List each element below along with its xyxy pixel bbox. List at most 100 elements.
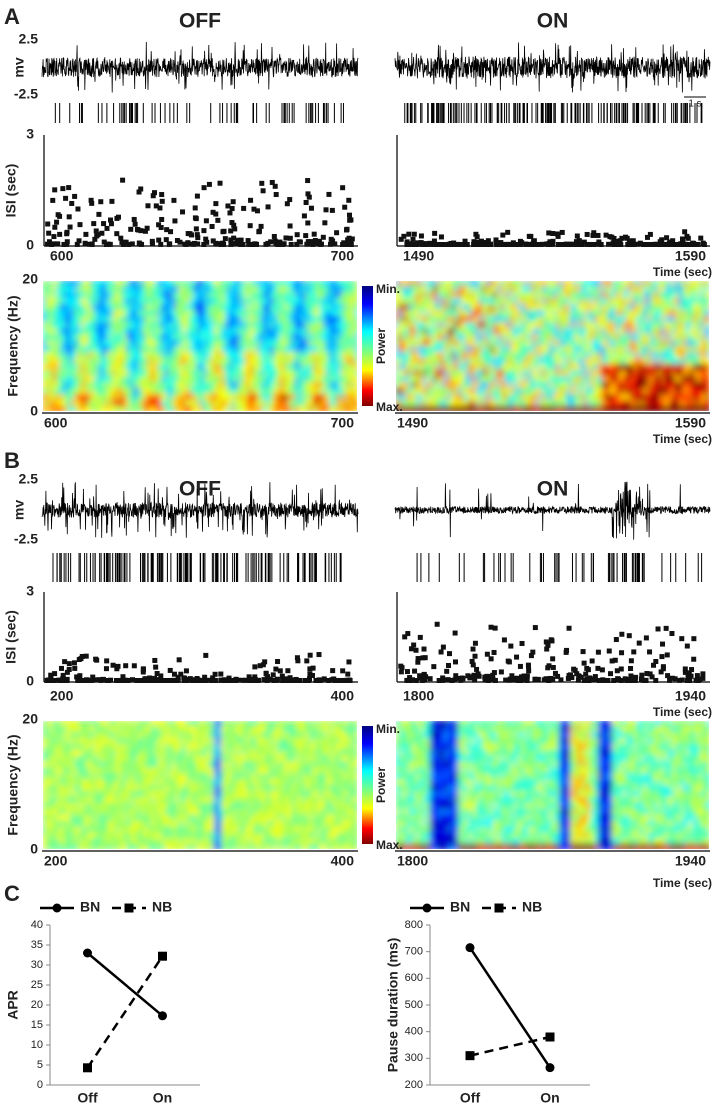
spectrogram-cell xyxy=(196,292,201,299)
spectrogram-cell xyxy=(333,352,338,359)
spectrogram-cell xyxy=(168,382,173,389)
spectrogram-cell xyxy=(563,382,568,389)
spectrogram-cell xyxy=(608,394,613,401)
spectrogram-cell xyxy=(108,286,113,293)
spectrogram-cell xyxy=(182,310,187,317)
spectrogram-cell xyxy=(580,406,585,413)
spectrogram-cell xyxy=(619,394,624,401)
spectrogram-cell xyxy=(598,370,603,377)
spectrogram-cell xyxy=(423,352,428,359)
spectrogram-cell xyxy=(524,370,529,377)
spectrogram-cell xyxy=(178,364,184,371)
spectrogram-cell xyxy=(405,400,410,407)
spectrogram-cell xyxy=(224,286,229,293)
spectrogram-cell xyxy=(556,292,561,299)
spectrogram-cell xyxy=(647,346,652,353)
spectrogram-cell xyxy=(486,352,491,359)
spectrogram-cell xyxy=(559,394,564,401)
spectrogram-cell xyxy=(552,406,557,413)
spectrogram-cell xyxy=(486,280,491,287)
spectrogram-cell xyxy=(210,406,215,413)
isi-point xyxy=(252,664,258,670)
spectrogram-cell xyxy=(238,346,243,353)
spectrogram-cell xyxy=(563,394,568,401)
spectrogram-cell xyxy=(608,346,613,353)
spectrogram-cell xyxy=(161,292,166,299)
spectrogram-cell xyxy=(192,400,198,407)
spectrogram-cell xyxy=(133,388,138,395)
spectrogram-cell xyxy=(301,340,306,347)
isi-point xyxy=(427,240,433,246)
spectrogram-cell xyxy=(426,316,431,323)
spectrogram-cell xyxy=(238,316,243,323)
spectrogram-cell xyxy=(273,346,278,353)
spectrogram-cell xyxy=(133,304,138,311)
spectrogram-cell xyxy=(437,322,442,329)
spectrogram-cell xyxy=(287,400,292,407)
spectrogram-cell xyxy=(273,334,278,341)
spectrogram-cell xyxy=(161,280,166,287)
spectrogram-cell xyxy=(633,388,638,395)
spectrogram-cell xyxy=(98,382,103,389)
spectrogram-cell xyxy=(249,316,254,323)
spectrogram-cell xyxy=(301,322,306,329)
spectrogram-cell xyxy=(284,346,289,353)
spectrogram-cell xyxy=(489,376,494,383)
spectrogram-cell xyxy=(312,328,317,335)
spectrogram-cell xyxy=(440,376,445,383)
spectrogram-cell xyxy=(168,370,173,377)
spectrogram-cell xyxy=(42,388,47,395)
spectrogram-cell xyxy=(486,394,491,401)
spectrogram-cell xyxy=(465,316,470,323)
spectrogram-cell xyxy=(291,388,296,395)
spectrogram-cell xyxy=(409,280,414,287)
spectrogram-cell xyxy=(340,328,345,335)
spectrogram-frame xyxy=(41,279,359,413)
isi-point xyxy=(120,177,126,183)
spectrogram-cell xyxy=(203,280,208,287)
spectrogram-cell xyxy=(468,304,473,311)
spectrogram-cell xyxy=(70,280,75,287)
spectrogram-cell xyxy=(168,388,173,395)
spectrogram-cell xyxy=(73,322,78,329)
spectrogram-cell xyxy=(87,280,92,287)
spectrogram-cell xyxy=(73,286,78,293)
spectrogram-cell xyxy=(277,400,282,407)
spectrogram-cell xyxy=(343,382,349,389)
spectrogram-cell xyxy=(168,286,173,293)
spectrogram-cell xyxy=(598,298,603,305)
spectrogram-cell xyxy=(185,382,191,389)
spectrogram-cell xyxy=(685,310,690,317)
spectrogram-cell xyxy=(657,394,662,401)
spectrogram-cell xyxy=(336,388,342,395)
spectrogram-cell xyxy=(322,400,327,407)
spectrogram-cell xyxy=(354,298,359,305)
spectrogram-cell xyxy=(154,316,159,323)
spectrogram-cell xyxy=(326,358,331,365)
spectrogram-cell xyxy=(552,322,557,329)
spectrogram-cell xyxy=(182,406,187,413)
spectrogram-cell xyxy=(221,358,226,365)
spectrogram-cell xyxy=(661,286,666,293)
spectrogram-cell xyxy=(699,394,704,401)
spectrogram-cell xyxy=(101,298,106,305)
spectrogram-cell xyxy=(49,310,54,317)
spectrogram-cell xyxy=(531,400,536,407)
spectrogram-cell xyxy=(395,292,400,299)
spectrogram-cell xyxy=(423,316,428,323)
spectrogram-cell xyxy=(514,394,519,401)
spectrogram-cell xyxy=(94,388,99,395)
isi-label: ISI (sec) xyxy=(3,164,19,218)
spectrogram-cell xyxy=(210,310,215,317)
spectrogram-cell xyxy=(556,298,561,305)
spectrogram-cell xyxy=(298,280,303,287)
spectrogram-cell xyxy=(108,400,113,407)
spectrogram-cell xyxy=(573,328,578,335)
spectrogram-cell xyxy=(242,382,247,389)
spectrogram-cell xyxy=(305,286,310,293)
spectrogram-cell xyxy=(245,358,250,365)
spectrogram-cell xyxy=(70,316,75,323)
spectrogram-cell xyxy=(409,328,414,335)
spectrogram-cell xyxy=(66,334,71,341)
isi-point xyxy=(690,240,696,246)
